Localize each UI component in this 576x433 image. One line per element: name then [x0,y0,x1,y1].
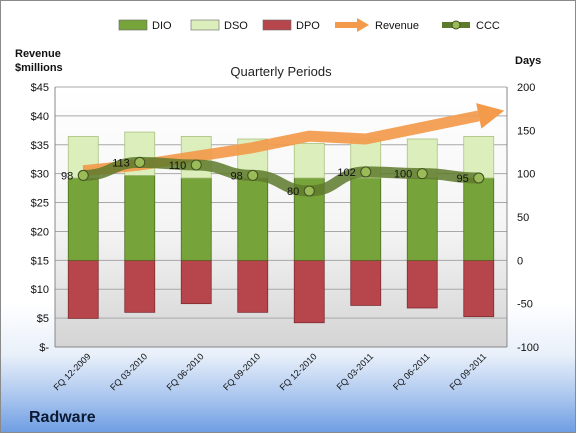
right-tick-label: 50 [517,212,529,224]
right-tick-label: -50 [517,299,533,311]
dpo-bar [463,259,495,318]
category-label: FQ 12-2010 [278,351,319,392]
left-tick-label: $20 [31,226,49,238]
right-tick-label: -100 [517,342,539,354]
right-tick-label: 0 [517,255,523,267]
ccc-series: 98 113 110 98 80 102 100 95 [61,156,485,198]
dio-bar [67,177,99,261]
ccc-point [473,172,485,184]
ccc-data-label: 95 [457,173,469,185]
legend-label: CCC [476,20,500,32]
category-label: FQ 12-2009 [52,351,93,392]
dpo-bar [350,259,382,306]
category-label: FQ 09-2010 [221,351,262,392]
legend-label: Revenue [375,20,419,32]
category-label: FQ 06-2011 [391,351,432,392]
ccc-point [134,156,146,168]
ccc-point [247,169,259,181]
legend-label: DPO [296,20,320,32]
right-tick-label: 150 [517,125,535,137]
dio-bar [406,177,438,261]
legend-ccc-marker [451,20,461,30]
left-tick-label: $10 [31,284,49,296]
left-tick-label: $15 [31,255,49,267]
left-tick-label: $25 [31,198,49,210]
company-name: Radware [29,409,96,426]
category-label: FQ 03-2010 [108,351,149,392]
ccc-point [190,159,202,171]
left-tick-label: $30 [31,169,49,181]
dso-bar [463,135,495,179]
legend-label: DSO [224,20,248,32]
right-tick-label: 100 [517,169,535,181]
dio-bar [463,177,495,261]
ccc-data-label: 110 [169,160,187,172]
dpo-bar [124,259,156,313]
ccc-data-label: 100 [394,169,412,181]
revenue-arrowhead [476,103,505,129]
category-label: FQ 06-2010 [165,351,206,392]
legend-dso-swatch [190,19,220,31]
ccc-data-label: 80 [287,186,299,198]
category-label: FQ 03-2011 [335,351,376,392]
dio-bar [350,177,382,261]
left-axis-label-line2: $millions [15,62,63,74]
ccc-data-label: 98 [231,170,243,182]
dpo-bar [293,259,325,324]
dso-bar [293,142,325,179]
category-label: FQ 09-2011 [448,351,489,392]
left-tick-label: $45 [31,82,49,94]
ccc-point [416,168,428,180]
ccc-point [77,169,89,181]
legend-dpo-swatch [262,19,292,31]
legend-revenue-arrow [357,18,369,32]
dio-bar [124,174,156,261]
right-axis-label: Days [515,55,541,67]
left-axis-label-line1: Revenue [15,48,61,60]
legend-label: DIO [152,20,172,32]
chart-title: Quarterly Periods [230,64,332,79]
ccc-data-label: 102 [337,167,355,179]
left-tick-label: $40 [31,111,49,123]
left-tick-label: $5 [37,313,49,325]
ccc-data-label: 113 [112,157,130,169]
left-tick-label: $35 [31,140,49,152]
dio-bar [237,177,269,261]
dpo-bar [237,259,269,313]
ccc-point [303,185,315,197]
dio-bar [180,177,212,261]
ccc-data-label: 98 [61,170,73,182]
legend: DIO DSO DPO Revenue CCC [118,18,500,32]
ccc-point [360,166,372,178]
dpo-bar [67,259,99,319]
dpo-bar [180,259,212,305]
dpo-bar [406,259,438,309]
right-tick-label: 200 [517,82,535,94]
left-tick-label: $- [39,342,49,354]
legend-dio-swatch [118,19,148,31]
bars [67,131,495,324]
